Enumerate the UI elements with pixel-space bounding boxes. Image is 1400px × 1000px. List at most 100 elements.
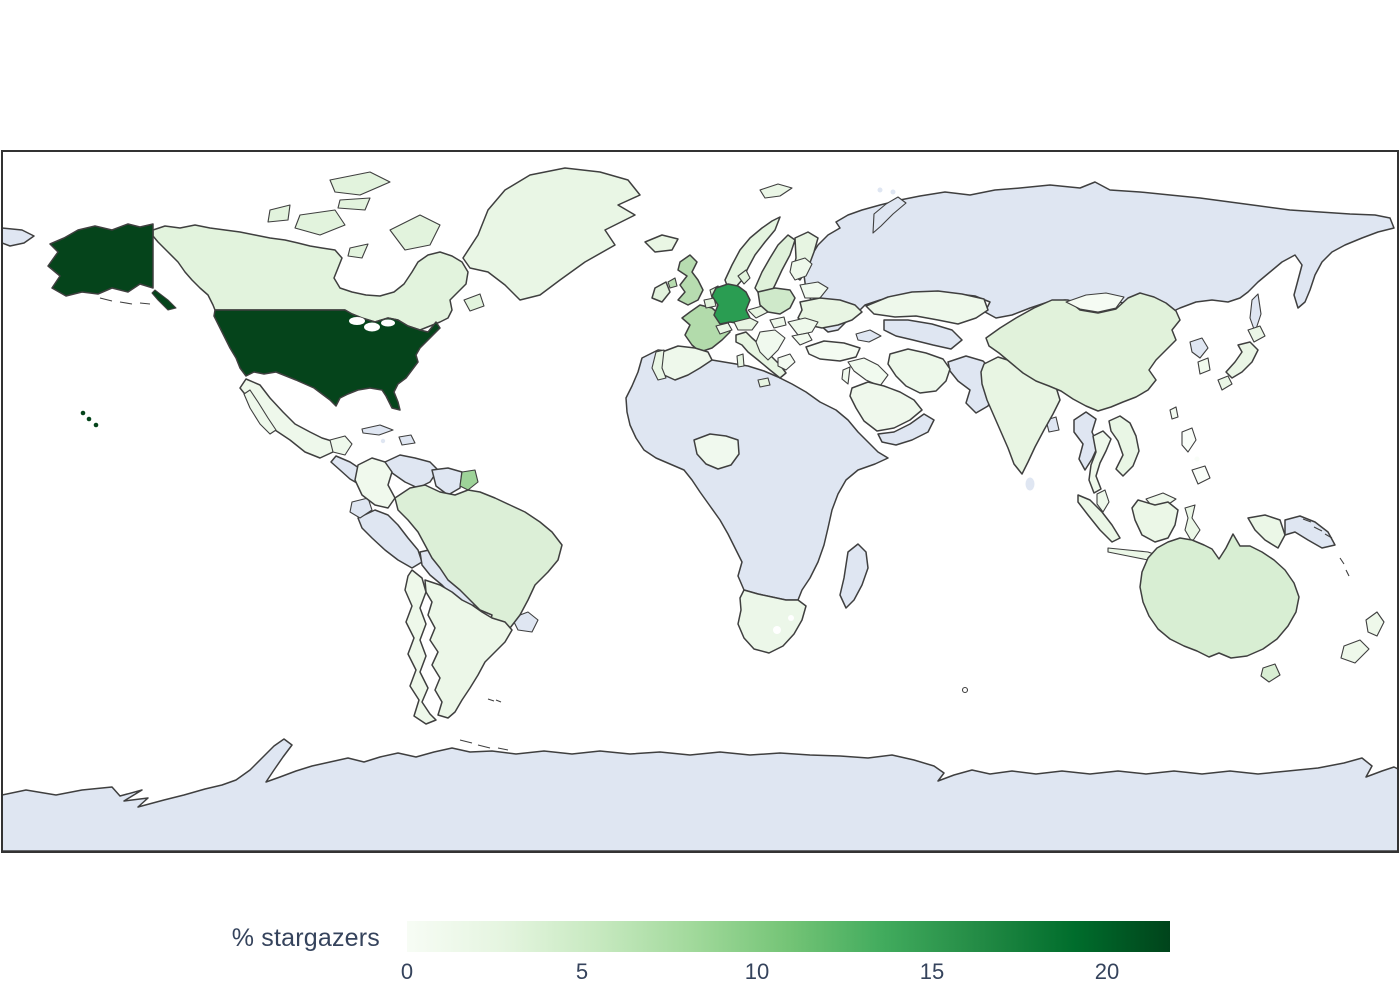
country-hokkaido xyxy=(1247,325,1266,343)
colorbar-tick-label: 20 xyxy=(1094,959,1120,984)
colorbar-tick-label: 15 xyxy=(919,959,945,984)
country-newfoundland xyxy=(463,293,485,312)
country-lesotho xyxy=(773,626,781,634)
country-switzerland xyxy=(715,322,733,335)
country-honshu xyxy=(1225,341,1259,379)
country-united-kingdom xyxy=(677,254,704,306)
country-ireland xyxy=(651,281,671,303)
country-caucasus xyxy=(855,329,882,343)
country-turkey xyxy=(805,340,861,362)
country-malay-peninsula xyxy=(1096,489,1110,513)
country-tasmania xyxy=(1260,663,1281,683)
country-hispaniola xyxy=(398,434,416,446)
country-south-africa xyxy=(737,589,807,654)
country-kazakhstan xyxy=(865,290,989,325)
country-iceland xyxy=(644,234,679,253)
country-papua-new-guinea xyxy=(1284,515,1336,549)
country-balkans xyxy=(755,329,786,361)
map-frame xyxy=(1,150,1399,853)
colorbar-tick-label: 5 xyxy=(575,959,589,984)
aleutian-islands xyxy=(99,297,151,305)
country-devon-island xyxy=(337,197,371,211)
country-mongolia xyxy=(1065,292,1125,313)
country-hawaii-3 xyxy=(93,422,99,428)
country-africa-nodata xyxy=(625,349,889,601)
colorbar-tick-label: 0 xyxy=(400,959,414,984)
country-antarctica xyxy=(2,738,1398,852)
country-west-papua xyxy=(1247,514,1286,549)
country-italy xyxy=(735,331,787,379)
great-lake-michigan-huron xyxy=(364,322,380,332)
country-venezuela xyxy=(384,454,439,489)
country-ellesmere-island xyxy=(329,171,391,196)
country-new-zealand-north xyxy=(1365,611,1385,637)
country-greece xyxy=(777,353,796,371)
country-sicily xyxy=(757,377,771,388)
great-lake-superior xyxy=(349,317,365,325)
country-banks-island xyxy=(267,204,291,223)
country-sulawesi xyxy=(1184,504,1201,543)
country-russia-chukotka-wrap xyxy=(2,227,35,247)
country-australia xyxy=(1139,533,1300,659)
country-kalimantan xyxy=(1131,499,1179,543)
country-cuba xyxy=(361,424,394,436)
colorbar-label: % stargazers xyxy=(231,924,380,952)
country-philippines-luzon xyxy=(1181,427,1197,453)
country-southampton-island xyxy=(347,243,369,259)
country-sri-lanka xyxy=(1025,477,1035,491)
country-iran xyxy=(887,348,951,394)
country-eswatini xyxy=(788,615,794,621)
country-ecuador xyxy=(349,497,373,519)
country-iraq-syria xyxy=(847,357,889,387)
country-baltic-states xyxy=(789,257,813,281)
colorbar-ticks: 0 5 10 15 20 xyxy=(401,959,1170,991)
great-lake-erie-ontario xyxy=(381,319,395,327)
country-alaska xyxy=(47,223,154,297)
country-north-korea xyxy=(1189,337,1209,359)
map-layers xyxy=(2,167,1398,852)
country-sakhalin xyxy=(1249,293,1262,333)
country-portugal xyxy=(651,349,667,381)
country-romania xyxy=(787,317,819,336)
colorbar-gradient xyxy=(407,921,1170,952)
country-philippines-mindanao xyxy=(1191,465,1211,485)
south-georgia-island xyxy=(961,686,969,694)
country-baffin-island xyxy=(389,214,441,251)
country-hungary xyxy=(769,316,787,329)
country-myanmar xyxy=(1073,411,1099,471)
country-germany xyxy=(711,283,751,325)
country-chile xyxy=(404,569,437,725)
country-victoria-island xyxy=(294,209,346,236)
country-sardinia xyxy=(736,353,745,368)
country-south-korea xyxy=(1197,357,1211,375)
country-madagascar xyxy=(839,543,869,609)
country-belgium xyxy=(703,297,717,309)
country-yemen-oman xyxy=(877,413,935,446)
country-jamaica xyxy=(380,438,386,444)
country-brazil xyxy=(394,484,563,639)
country-central-asia xyxy=(883,319,963,350)
country-new-zealand-south xyxy=(1340,639,1370,664)
colorbar-tick-label: 10 xyxy=(744,959,770,984)
country-yucatan xyxy=(329,435,353,456)
country-denmark xyxy=(737,269,751,285)
country-hawaii-1 xyxy=(80,410,86,416)
south-shetland-islands xyxy=(459,739,509,751)
country-northern-ireland xyxy=(667,277,678,289)
country-baja-california xyxy=(243,389,277,435)
country-alaska-panhandle xyxy=(151,289,177,311)
country-philippines-visayas xyxy=(1194,456,1200,462)
country-austria xyxy=(733,317,759,331)
country-franz-josef xyxy=(877,187,883,193)
country-belarus xyxy=(799,281,829,299)
country-argentina xyxy=(424,579,513,719)
country-guyana-suriname xyxy=(431,467,463,496)
country-bulgaria xyxy=(791,332,813,346)
country-united-states xyxy=(213,309,441,411)
country-vietnam xyxy=(1108,415,1140,477)
country-svalbard xyxy=(759,183,793,199)
country-poland xyxy=(757,287,796,315)
falkland-islands xyxy=(487,698,502,703)
